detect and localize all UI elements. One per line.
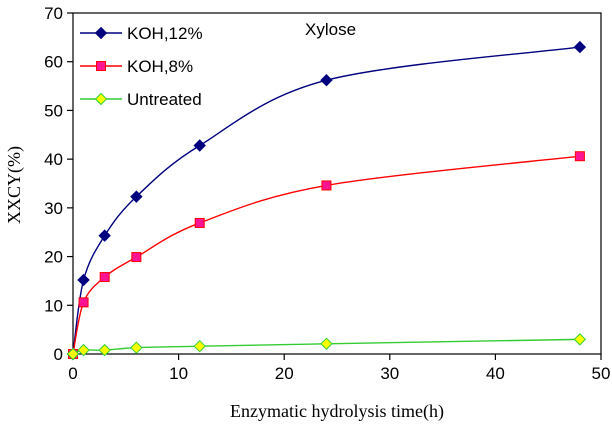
data-point bbox=[321, 180, 332, 191]
legend-marker bbox=[96, 61, 106, 71]
y-tick-label: 40 bbox=[44, 150, 63, 169]
data-point bbox=[98, 229, 111, 242]
y-tick-label: 20 bbox=[44, 248, 63, 267]
legend: KOH,12% KOH,8% Untreated bbox=[80, 24, 203, 109]
legend-marker bbox=[94, 26, 108, 40]
x-tick-label: 20 bbox=[275, 364, 294, 383]
legend-item: KOH,12% bbox=[80, 24, 203, 43]
y-tick-label: 50 bbox=[44, 101, 63, 120]
data-point bbox=[574, 151, 585, 162]
legend-marker bbox=[94, 92, 108, 106]
legend-item: Untreated bbox=[80, 90, 202, 109]
data-point bbox=[77, 343, 90, 357]
series-line bbox=[72, 155, 580, 355]
chart-annotation: Xylose bbox=[305, 20, 356, 39]
legend-label: Untreated bbox=[127, 90, 202, 109]
y-tick-label: 0 bbox=[54, 345, 63, 364]
data-point bbox=[130, 190, 143, 203]
data-point bbox=[77, 273, 90, 287]
x-tick-label: 10 bbox=[169, 364, 188, 383]
data-point bbox=[320, 74, 333, 87]
x-tick-label: 40 bbox=[486, 364, 505, 383]
x-tick-label: 50 bbox=[592, 364, 611, 383]
plot-frame bbox=[72, 12, 602, 355]
data-point bbox=[66, 347, 80, 361]
y-tick-label: 10 bbox=[44, 296, 63, 315]
y-tick-label: 70 bbox=[44, 4, 63, 23]
data-point bbox=[573, 40, 587, 54]
series-line bbox=[72, 46, 580, 355]
data-point bbox=[99, 272, 110, 283]
data-point bbox=[320, 337, 333, 350]
y-axis-label: XXCY(%) bbox=[4, 146, 25, 224]
data-point bbox=[193, 139, 206, 152]
series-2 bbox=[66, 333, 587, 361]
data-point bbox=[98, 343, 111, 357]
axes-group: 0 10 20 30 40 50 60 70 0 10 20 30 40 50 bbox=[44, 4, 610, 383]
data-point bbox=[194, 217, 205, 228]
legend-label: KOH,12% bbox=[127, 24, 203, 43]
data-point bbox=[78, 297, 89, 308]
x-tick-label: 0 bbox=[68, 364, 77, 383]
data-point bbox=[193, 339, 206, 353]
legend-label: KOH,8% bbox=[127, 57, 193, 76]
y-tick-label: 30 bbox=[44, 199, 63, 218]
series-group bbox=[66, 40, 587, 361]
data-point bbox=[573, 333, 587, 346]
x-axis-label: Enzymatic hydrolysis time(h) bbox=[230, 401, 444, 422]
data-point bbox=[131, 252, 142, 263]
data-point bbox=[130, 341, 143, 354]
y-tick-label: 60 bbox=[44, 53, 63, 72]
x-tick-label: 30 bbox=[380, 364, 399, 383]
legend-item: KOH,8% bbox=[80, 57, 193, 76]
